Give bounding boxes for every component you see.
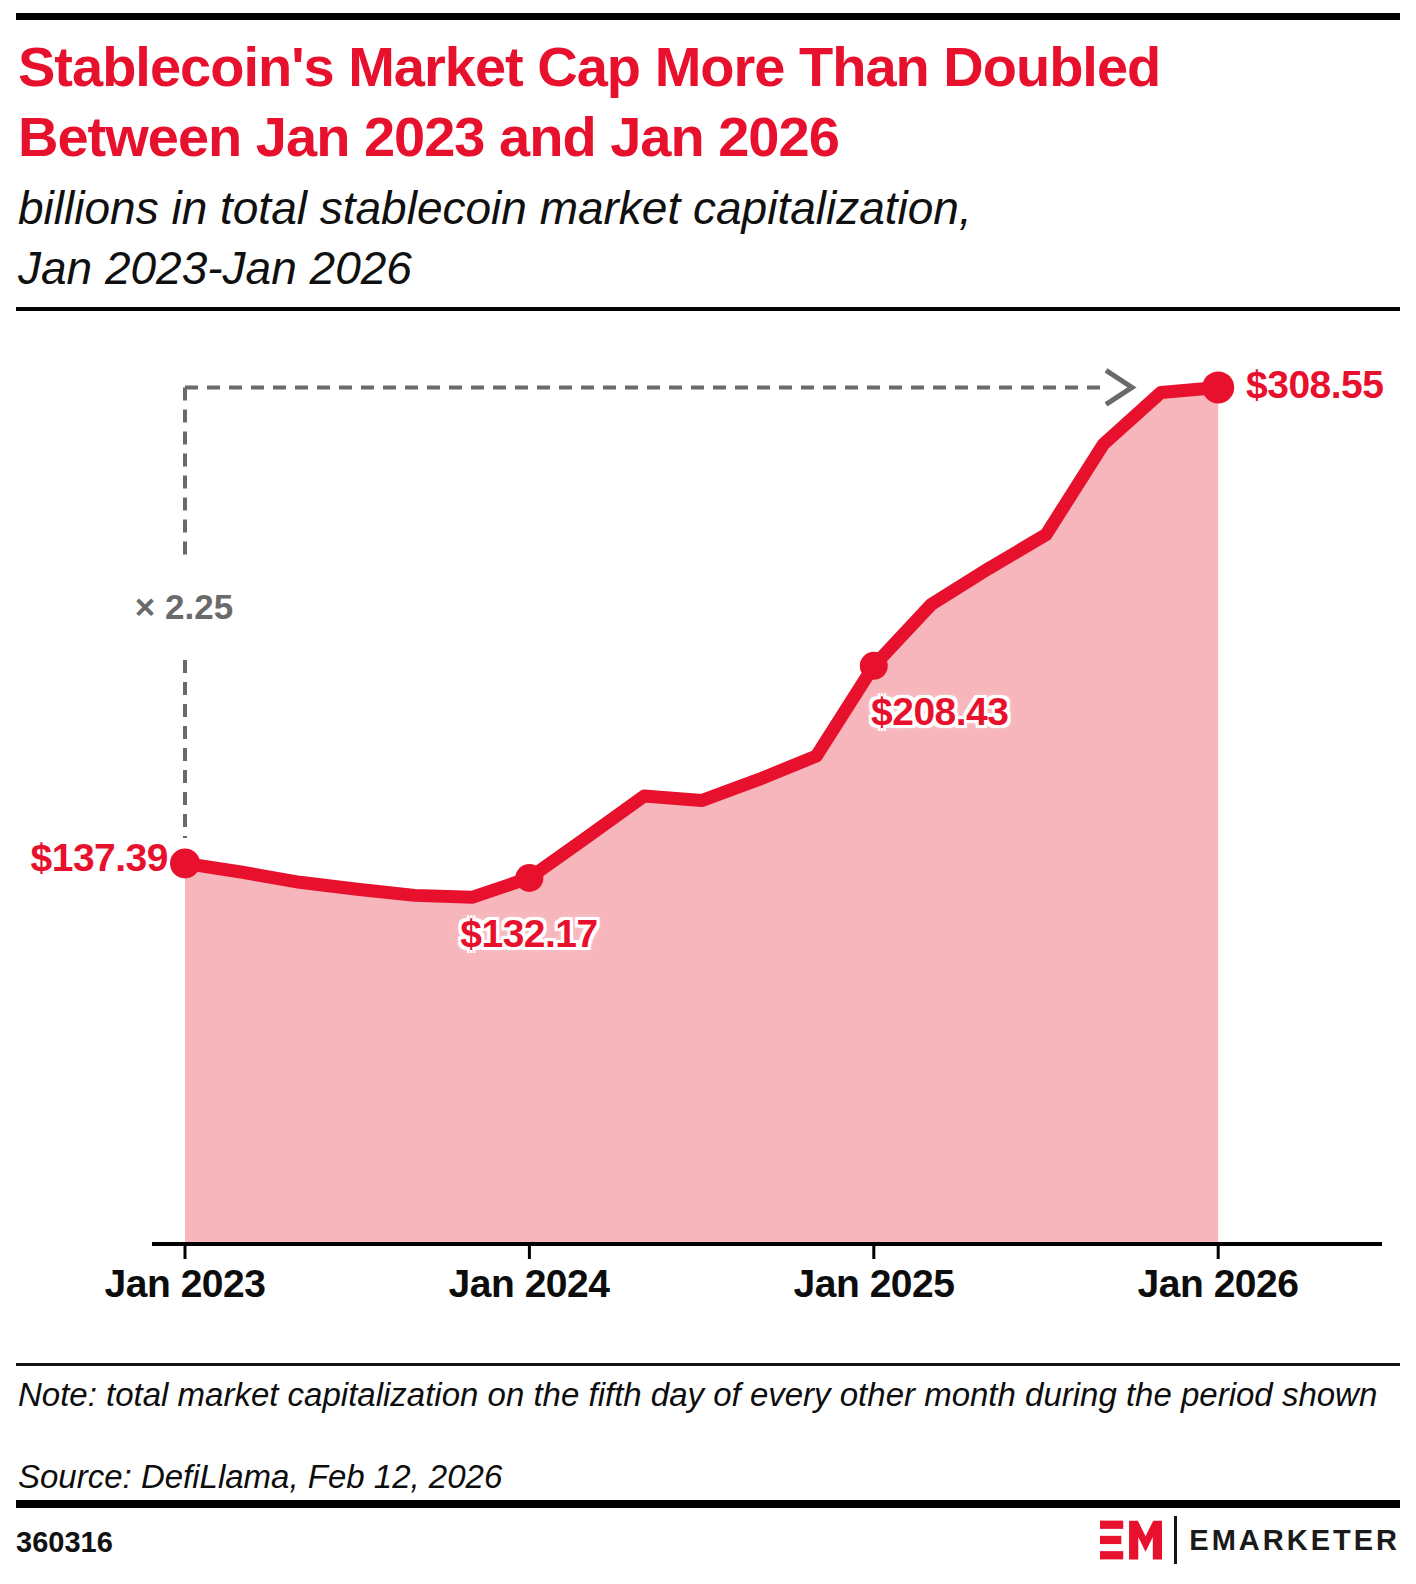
footnote-divider: [16, 1363, 1400, 1366]
data-point-dot: [515, 864, 543, 892]
data-label-jan-2023: $137.39: [14, 836, 168, 880]
data-point-dot: [860, 652, 888, 680]
emarketer-logo: EMARKETER: [1100, 1512, 1400, 1568]
growth-multiplier-annotation: × 2.25: [135, 587, 233, 627]
data-point-dot: [170, 848, 200, 878]
footer-divider: [16, 1500, 1400, 1508]
x-tick-label-jan-2023: Jan 2023: [65, 1262, 305, 1306]
chart-note: Note: total market capitalization on the…: [18, 1374, 1388, 1415]
x-tick-label-jan-2025: Jan 2025: [754, 1262, 994, 1306]
data-label-jan-2026: $308.55: [1246, 363, 1383, 407]
data-label-jan-2025: $208.43: [871, 690, 1008, 734]
x-tick-label-jan-2024: Jan 2024: [409, 1262, 649, 1306]
x-tick-label-jan-2026: Jan 2026: [1098, 1262, 1338, 1306]
area-chart-canvas: [0, 0, 1416, 1584]
chart-id: 360316: [16, 1526, 113, 1559]
chart-source: Source: DefiLlama, Feb 12, 2026: [18, 1458, 502, 1496]
annotation-arrowhead-icon: [1106, 370, 1132, 404]
logo-separator: [1174, 1516, 1177, 1564]
data-label-jan-2024: $132.17: [460, 912, 597, 956]
brand-wordmark: EMARKETER: [1189, 1524, 1400, 1557]
emarketer-logo-icon: [1100, 1519, 1162, 1561]
data-point-dot: [1202, 371, 1234, 403]
infographic-page: Stablecoin's Market Cap More Than Double…: [0, 0, 1416, 1584]
